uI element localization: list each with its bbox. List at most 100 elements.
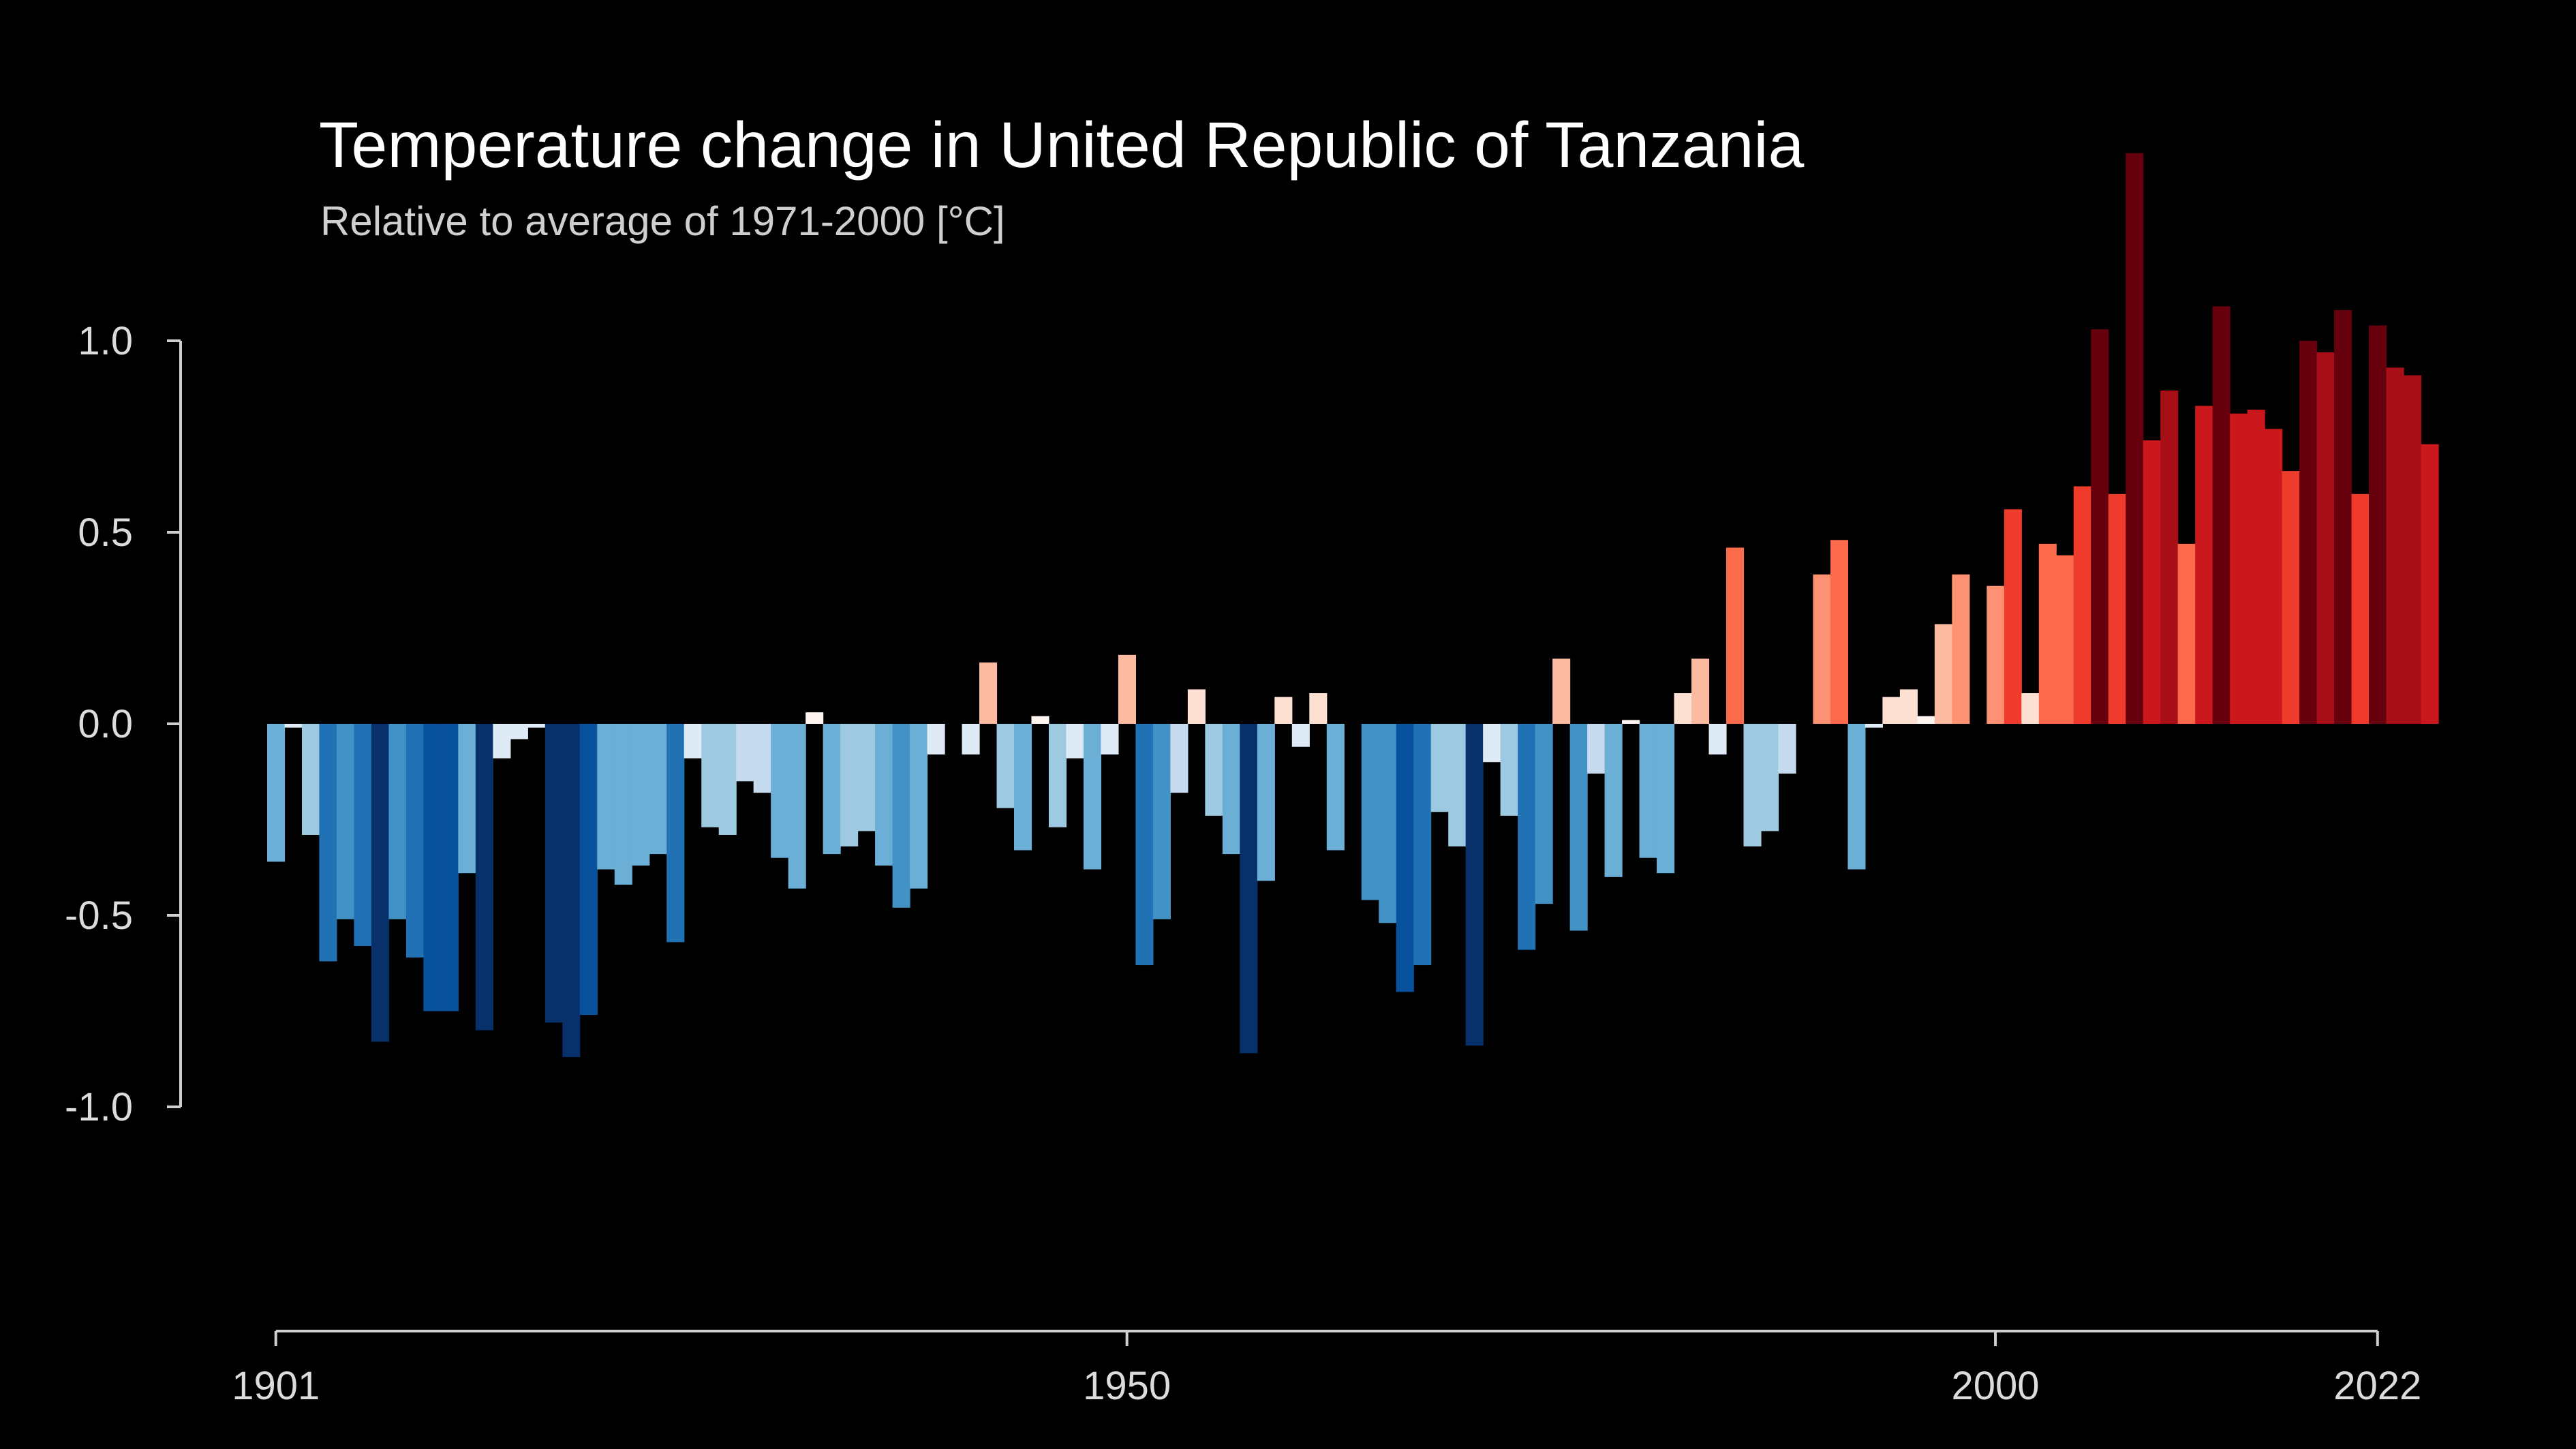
bar-2020 [2334,310,2352,724]
bar-1961 [1309,693,1328,724]
bar-2022 [2369,325,2387,724]
bar-1967 [1413,724,1432,966]
chart-title: Temperature change in United Republic of… [319,109,1805,181]
bar-1995 [1899,689,1918,724]
bar-1923 [649,724,667,855]
bar-1945 [1031,716,1049,724]
bar-1930 [771,724,789,858]
bar-1959 [1274,697,1293,724]
bar-2009 [2143,440,2161,724]
bar-1916 [527,724,546,728]
bar-1997 [1934,624,1952,724]
bar-2019 [2316,352,2335,724]
bar-1990 [1813,574,1831,724]
bar-1955 [1205,724,1223,816]
bar-1942 [979,662,998,724]
bar-2003 [2038,543,2057,724]
bar-1935 [857,724,876,832]
bar-1939 [927,724,945,754]
bar-2015 [2247,410,2265,724]
bar-1960 [1291,724,1310,747]
bar-1950 [1118,654,1136,724]
bar-1911 [440,724,459,1011]
bar-1902 [284,724,303,728]
bar-1913 [475,724,493,1031]
x-tick-label: 2000 [1952,1364,2040,1408]
bar-1982 [1674,693,1692,724]
bar-1977 [1587,724,1606,774]
bar-1921 [614,724,632,885]
bar-1910 [423,724,442,1011]
y-tick-label: 0.5 [78,510,133,555]
bar-2018 [2299,341,2318,724]
bar-1954 [1187,689,1206,724]
bar-1931 [788,724,806,889]
y-tick-label: -1.0 [65,1085,133,1129]
y-tick-label: 1.0 [78,319,133,363]
x-tick-label: 1901 [232,1364,320,1408]
bar-1984 [1708,724,1727,754]
bar-1992 [1847,724,1866,870]
bar-1985 [1726,547,1745,724]
bar-2011 [2177,543,2196,724]
bar-2004 [2056,555,2074,724]
bar-2023 [2386,367,2404,724]
bar-2007 [2108,493,2126,724]
bar-2021 [2351,493,2370,724]
bar-1936 [875,724,893,866]
bar-2024 [2404,375,2422,724]
bar-1944 [1013,724,1032,851]
bar-1969 [1448,724,1467,846]
bar-1962 [1326,724,1345,851]
bar-1953 [1170,724,1189,793]
bar-1908 [388,724,407,919]
bar-1906 [354,724,372,946]
bar-1968 [1430,724,1449,812]
y-tick-label: -0.5 [65,894,133,938]
bar-1956 [1222,724,1240,855]
bar-1970 [1465,724,1484,1046]
bar-1987 [1760,724,1779,832]
x-axis: 1901 1950 2000 2022 [232,1330,2421,1408]
bar-1937 [892,724,910,908]
bar-1973 [1518,724,1536,950]
bar-1979 [1622,720,1640,724]
bar-1904 [319,724,337,962]
bar-1972 [1500,724,1518,816]
bar-1941 [962,724,980,754]
bar-1965 [1379,724,1397,924]
bar-1980 [1639,724,1657,858]
bar-2005 [2073,486,2091,724]
bar-1905 [336,724,355,919]
bar-1998 [1952,574,1970,724]
bar-1933 [823,724,841,855]
bar-1966 [1396,724,1414,992]
bar-1909 [405,724,424,958]
bar-1926 [701,724,720,827]
y-axis: 1.0 0.5 0.0 -0.5 -1.0 [65,319,182,1129]
bar-1934 [840,724,859,846]
bar-1918 [562,724,581,1057]
bar-1947 [1066,724,1084,759]
bar-1964 [1361,724,1379,900]
bar-2025 [2421,444,2439,724]
bar-1952 [1152,724,1171,919]
bar-1925 [684,724,702,759]
bar-1932 [806,712,824,724]
bar-1957 [1240,724,1258,1054]
bar-1912 [458,724,476,874]
bar-2014 [2230,413,2248,724]
bar-1914 [493,724,511,759]
bar-1978 [1604,724,1623,877]
bar-2016 [2265,429,2283,724]
bar-1958 [1257,724,1275,881]
bar-1943 [996,724,1015,808]
bar-1917 [545,724,563,1023]
bar-1949 [1101,724,1119,754]
bar-1927 [718,724,737,835]
bar-1901 [267,724,286,862]
bar-1986 [1743,724,1762,846]
bar-1975 [1552,658,1571,724]
bar-2010 [2160,391,2179,724]
